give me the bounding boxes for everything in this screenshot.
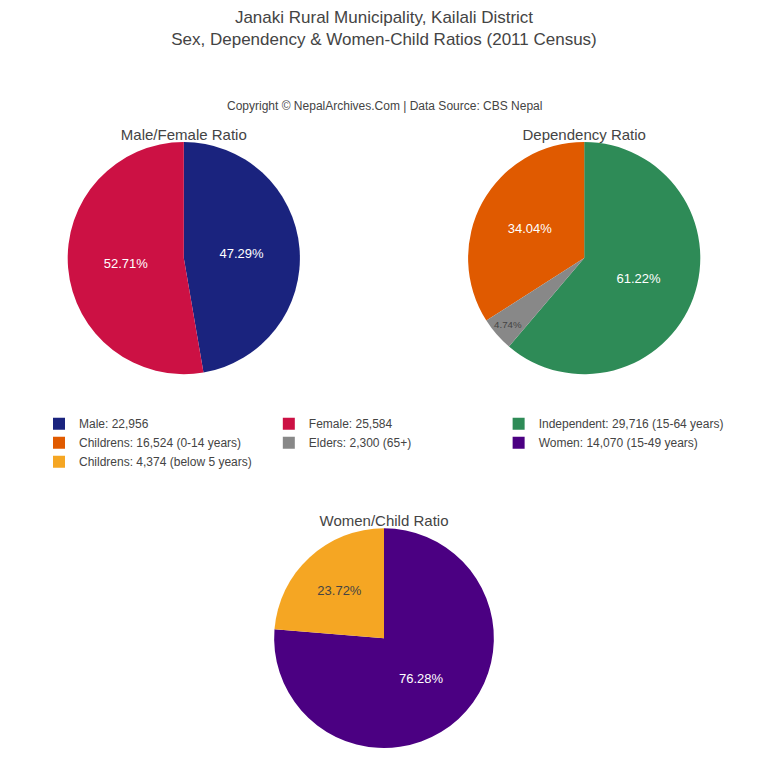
svg-text:34.04%: 34.04% [508,221,553,236]
svg-text:47.29%: 47.29% [219,246,264,261]
svg-text:Childrens: 16,524 (0-14 years): Childrens: 16,524 (0-14 years) [79,436,241,450]
svg-text:Women/Child Ratio: Women/Child Ratio [320,512,449,529]
svg-text:52.71%: 52.71% [104,256,149,271]
svg-text:Independent: 29,716 (15-64 yea: Independent: 29,716 (15-64 years) [539,417,724,431]
svg-text:Elders: 2,300 (65+): Elders: 2,300 (65+) [309,436,411,450]
svg-text:23.72%: 23.72% [317,583,362,598]
svg-text:Male/Female Ratio: Male/Female Ratio [121,126,247,143]
svg-text:Women: 14,070 (15-49 years): Women: 14,070 (15-49 years) [539,436,698,450]
svg-text:Male: 22,956: Male: 22,956 [79,417,149,431]
svg-text:Copyright © NepalArchives.Com: Copyright © NepalArchives.Com | Data Sou… [227,99,542,113]
svg-text:61.22%: 61.22% [616,271,661,286]
svg-text:76.28%: 76.28% [399,671,444,686]
svg-text:Female: 25,584: Female: 25,584 [309,417,393,431]
svg-text:Childrens: 4,374 (below 5 year: Childrens: 4,374 (below 5 years) [79,455,252,469]
svg-text:4.74%: 4.74% [494,319,522,330]
svg-text:Dependency Ratio: Dependency Ratio [522,126,645,143]
svg-text:Janaki Rural Municipality, Kai: Janaki Rural Municipality, Kailali Distr… [171,8,597,49]
